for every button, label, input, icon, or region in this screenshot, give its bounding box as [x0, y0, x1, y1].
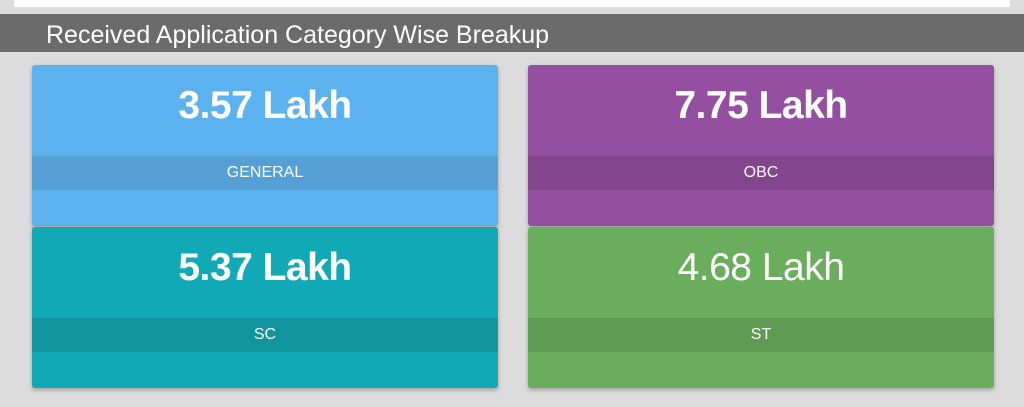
section-header: Received Application Category Wise Break… — [0, 14, 1024, 52]
card-value: 3.57 Lakh — [178, 84, 352, 127]
category-card-sc[interactable]: 5.37 Lakh SC — [32, 227, 498, 388]
top-white-bar — [14, 0, 1010, 7]
card-value: 4.68 Lakh — [677, 246, 845, 289]
category-card-st[interactable]: 4.68 Lakh ST — [528, 227, 994, 388]
section-title: Received Application Category Wise Break… — [46, 21, 550, 49]
card-label: SC — [253, 326, 277, 343]
card-label: OBC — [743, 164, 779, 181]
category-card-general[interactable]: 3.57 Lakh GENERAL — [32, 65, 498, 226]
card-label: ST — [750, 326, 772, 343]
card-value: 7.75 Lakh — [674, 84, 848, 127]
card-label-strip: GENERAL — [32, 156, 498, 190]
card-value: 5.37 Lakh — [178, 246, 352, 289]
category-card-obc[interactable]: 7.75 Lakh OBC — [528, 65, 994, 226]
card-label-strip: OBC — [528, 156, 994, 190]
card-label-strip: ST — [528, 318, 994, 352]
card-label: GENERAL — [226, 164, 304, 181]
card-label-strip: SC — [32, 318, 498, 352]
